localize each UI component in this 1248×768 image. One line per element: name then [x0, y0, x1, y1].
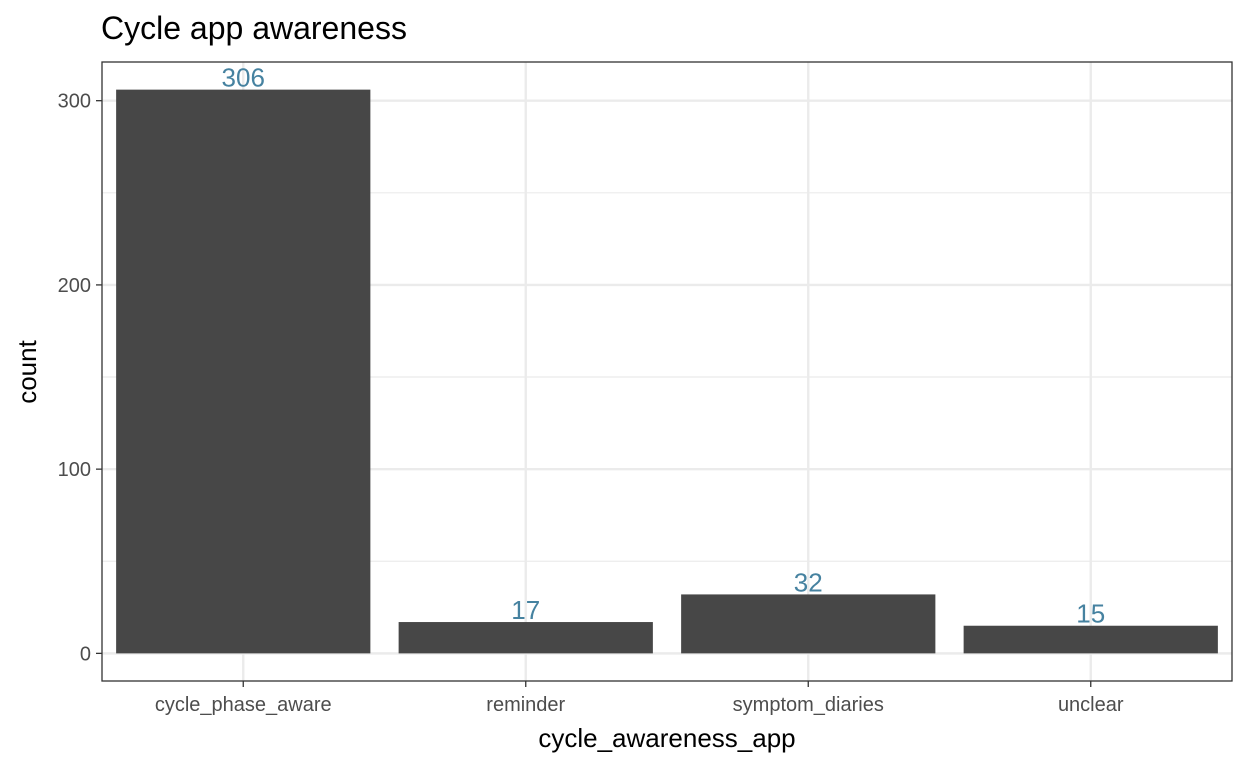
- data-label-cycle_phase_aware: 306: [222, 63, 265, 93]
- bars: [116, 89, 1218, 654]
- chart-title: Cycle app awareness: [101, 10, 407, 46]
- panel-border: [101, 61, 1233, 682]
- data-label-reminder: 17: [511, 595, 540, 625]
- data-labels: 306 17 32 15: [222, 63, 1106, 629]
- x-axis-title: cycle_awareness_app: [538, 723, 795, 753]
- y-axis: 0 100 200 300: [58, 91, 102, 665]
- x-tick-label: reminder: [486, 694, 565, 716]
- x-tick-label: symptom_diaries: [733, 694, 884, 716]
- bar-cycle_phase_aware: [116, 89, 371, 654]
- y-tick-label: 300: [58, 91, 91, 113]
- x-tick-label: cycle_phase_aware: [155, 694, 332, 716]
- bar-reminder: [398, 622, 653, 654]
- y-axis-title: count: [12, 339, 42, 403]
- bar-symptom_diaries: [681, 594, 936, 654]
- data-label-unclear: 15: [1076, 599, 1105, 629]
- x-tick-label: unclear: [1058, 694, 1124, 716]
- y-tick-label: 100: [58, 459, 91, 481]
- y-tick-label: 200: [58, 275, 91, 297]
- bar-unclear: [963, 625, 1218, 654]
- y-tick-label: 0: [80, 643, 91, 665]
- data-label-symptom_diaries: 32: [794, 567, 823, 597]
- x-axis: cycle_phase_aware reminder symptom_diaries…: [155, 681, 1124, 716]
